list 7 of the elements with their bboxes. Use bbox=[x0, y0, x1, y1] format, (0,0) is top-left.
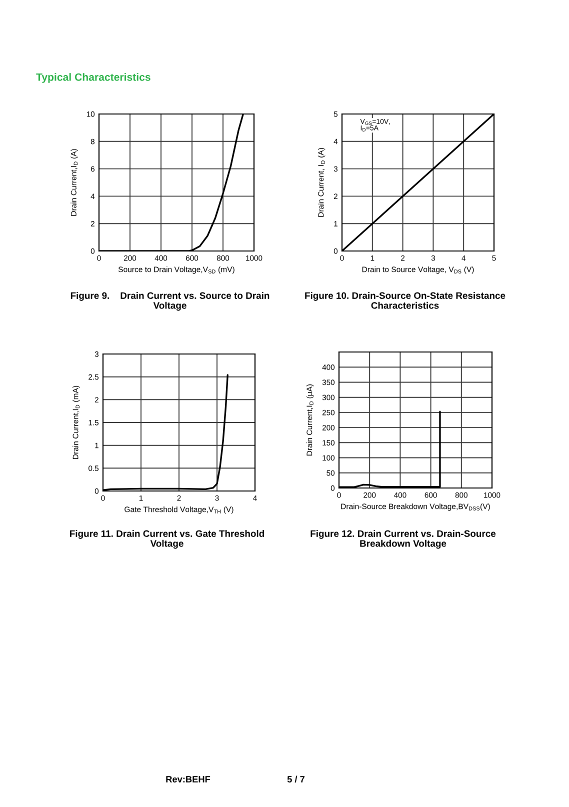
text: 5 / 7 bbox=[287, 776, 305, 783]
text: Typical Characteristics bbox=[36, 73, 150, 83]
text: Figure 10. Drain-Source On-State Resistance Characteristics bbox=[305, 292, 506, 309]
text: Rev:BEHF bbox=[166, 776, 210, 782]
text: Figure 12. Drain Current vs. Drain-Source Breakdown Voltage bbox=[310, 530, 496, 549]
text: Figure 9. Drain Current vs. Source to Drain Voltage bbox=[70, 292, 270, 311]
text: Figure 11. Drain Current vs. Gate Threshold Voltage bbox=[70, 530, 264, 549]
